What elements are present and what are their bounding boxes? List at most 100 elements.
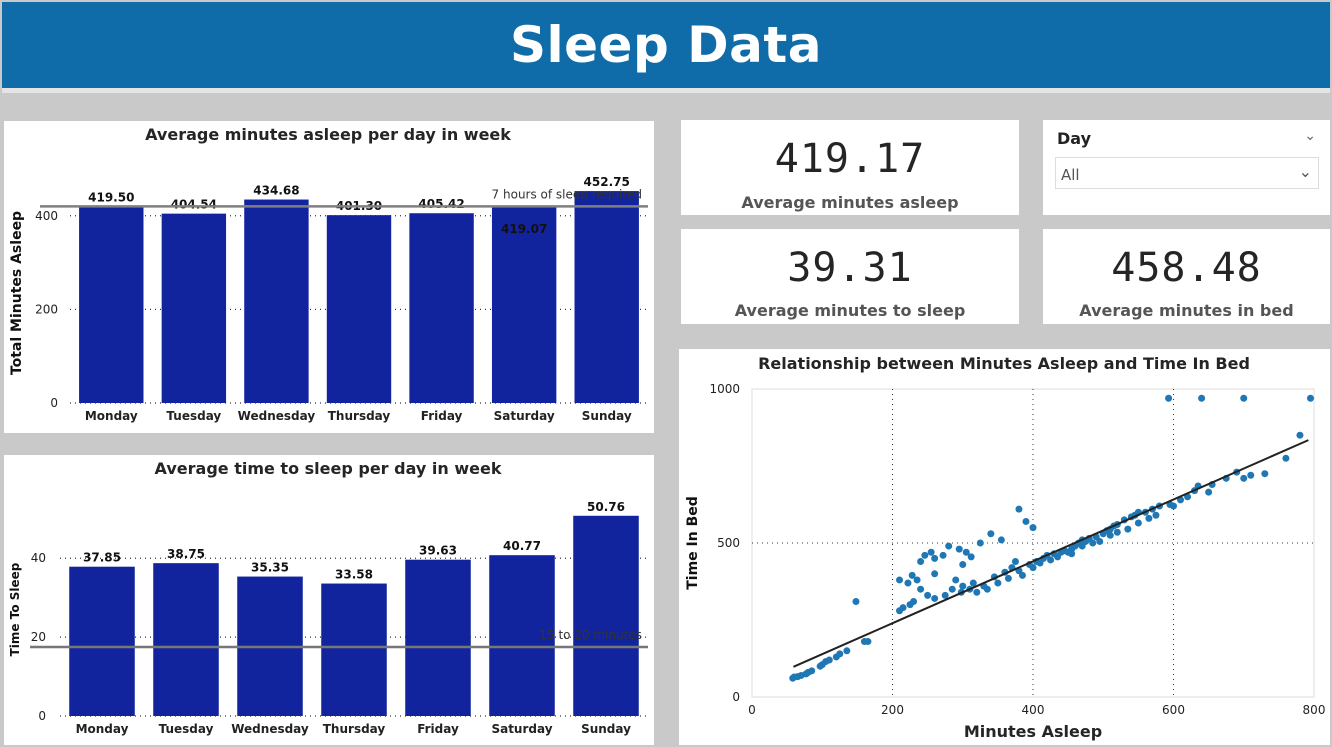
x-tick-label: 400 — [1022, 703, 1045, 717]
x-tick-label: Wednesday — [231, 722, 309, 736]
data-point — [945, 542, 953, 550]
chevron-down-icon[interactable]: ⌄ — [1304, 128, 1316, 144]
data-point — [994, 579, 1002, 587]
bar — [79, 206, 144, 403]
data-point — [896, 576, 904, 584]
dropdown-selected-value: All — [1061, 166, 1080, 184]
kpi-value: 39.31 — [787, 245, 913, 291]
data-point — [955, 545, 963, 553]
data-label: 33.58 — [335, 568, 373, 582]
data-point — [1170, 502, 1177, 510]
data-point — [921, 551, 929, 559]
data-point — [908, 571, 916, 579]
bar — [491, 206, 557, 403]
data-point — [967, 553, 975, 561]
y-tick-label: 0 — [38, 709, 46, 723]
data-point — [1205, 488, 1213, 496]
x-tick-label: Sunday — [582, 409, 632, 423]
bar — [321, 583, 387, 716]
data-point — [1022, 517, 1030, 525]
y-tick-label: 0 — [50, 396, 58, 410]
data-point — [1089, 539, 1097, 547]
x-tick-label: Sunday — [581, 722, 631, 736]
x-tick-label: Saturday — [491, 722, 552, 736]
data-point — [1247, 471, 1255, 479]
data-point — [910, 598, 918, 606]
chevron-down-icon[interactable]: ⌄ — [1298, 162, 1312, 181]
data-label: 405.42 — [418, 197, 464, 211]
data-point — [1145, 514, 1153, 522]
data-point — [1015, 505, 1023, 513]
data-point — [941, 591, 949, 599]
data-point — [836, 650, 844, 658]
data-point — [969, 579, 977, 587]
data-point — [959, 561, 967, 569]
data-point — [973, 588, 981, 596]
kpi-card-minutes-to-sleep: 39.31 Average minutes to sleep — [681, 229, 1019, 324]
day-dropdown[interactable]: All ⌄ — [1055, 157, 1319, 189]
x-tick-label: Monday — [85, 409, 138, 423]
data-point — [825, 656, 833, 664]
data-point — [904, 579, 912, 587]
asleep-by-day-chart: Average minutes asleep per day in week To… — [9, 125, 648, 423]
kpi-value: 458.48 — [1111, 245, 1262, 291]
scatter-panel: Relationship between Minutes Asleep and … — [679, 349, 1330, 745]
data-point — [983, 585, 991, 593]
data-point — [962, 548, 970, 556]
data-point — [927, 548, 935, 556]
kpi-card-minutes-in-bed: 458.48 Average minutes in bed — [1043, 229, 1330, 324]
data-point — [1240, 474, 1248, 482]
bar — [244, 199, 309, 403]
chart-title: Average time to sleep per day in week — [155, 459, 502, 478]
kpi-label: Average minutes to sleep — [734, 301, 966, 320]
data-label: 419.50 — [88, 191, 134, 205]
data-point — [1018, 571, 1026, 579]
x-tick-label: 600 — [1162, 703, 1185, 717]
x-tick-label: Wednesday — [238, 409, 316, 423]
bar — [574, 191, 639, 403]
x-tick-label: Thursday — [323, 722, 386, 736]
data-point — [948, 585, 956, 593]
data-point — [997, 536, 1005, 544]
y-axis-label: Time To Sleep — [8, 562, 22, 656]
data-label: 404.54 — [171, 198, 217, 212]
bar — [405, 559, 471, 716]
data-point — [864, 638, 872, 646]
kpi-value: 419.17 — [774, 136, 926, 182]
time-to-sleep-chart: Average time to sleep per day in week Tim… — [8, 459, 648, 736]
data-point — [917, 557, 925, 565]
data-point — [852, 598, 860, 606]
x-tick-label: 0 — [748, 703, 756, 717]
data-point — [1261, 470, 1269, 478]
data-point — [987, 530, 995, 538]
data-point — [1078, 542, 1086, 550]
data-point — [1011, 557, 1019, 565]
data-point — [843, 647, 851, 655]
x-tick-label: Saturday — [494, 409, 555, 423]
data-point — [913, 576, 921, 584]
y-tick-label: 0 — [732, 690, 740, 704]
data-label: 39.63 — [419, 544, 457, 558]
data-point — [1113, 528, 1121, 536]
data-label: 50.76 — [587, 500, 625, 514]
y-tick-label: 40 — [31, 551, 46, 565]
x-tick-label: Thursday — [328, 409, 391, 423]
data-point — [1096, 537, 1104, 545]
header-divider — [2, 88, 1330, 93]
bar — [489, 555, 555, 716]
chart-title: Average minutes asleep per day in week — [145, 125, 511, 144]
day-slicer[interactable]: Day ⌄ All ⌄ — [1043, 120, 1330, 215]
x-tick-label: Tuesday — [166, 409, 221, 423]
bar — [153, 563, 219, 716]
data-point — [1152, 511, 1160, 519]
data-label: 452.75 — [584, 175, 630, 189]
data-point — [959, 582, 967, 590]
kpi-label: Average minutes asleep — [741, 193, 959, 212]
x-tick-label: 800 — [1303, 703, 1326, 717]
x-tick-label: Tuesday — [159, 722, 214, 736]
data-label: 434.68 — [253, 184, 299, 198]
data-point — [931, 570, 939, 578]
x-axis-label: Minutes Asleep — [964, 722, 1102, 741]
reference-line-label: 15 to 20 minutes — [539, 628, 642, 642]
data-label: 38.75 — [167, 547, 205, 561]
